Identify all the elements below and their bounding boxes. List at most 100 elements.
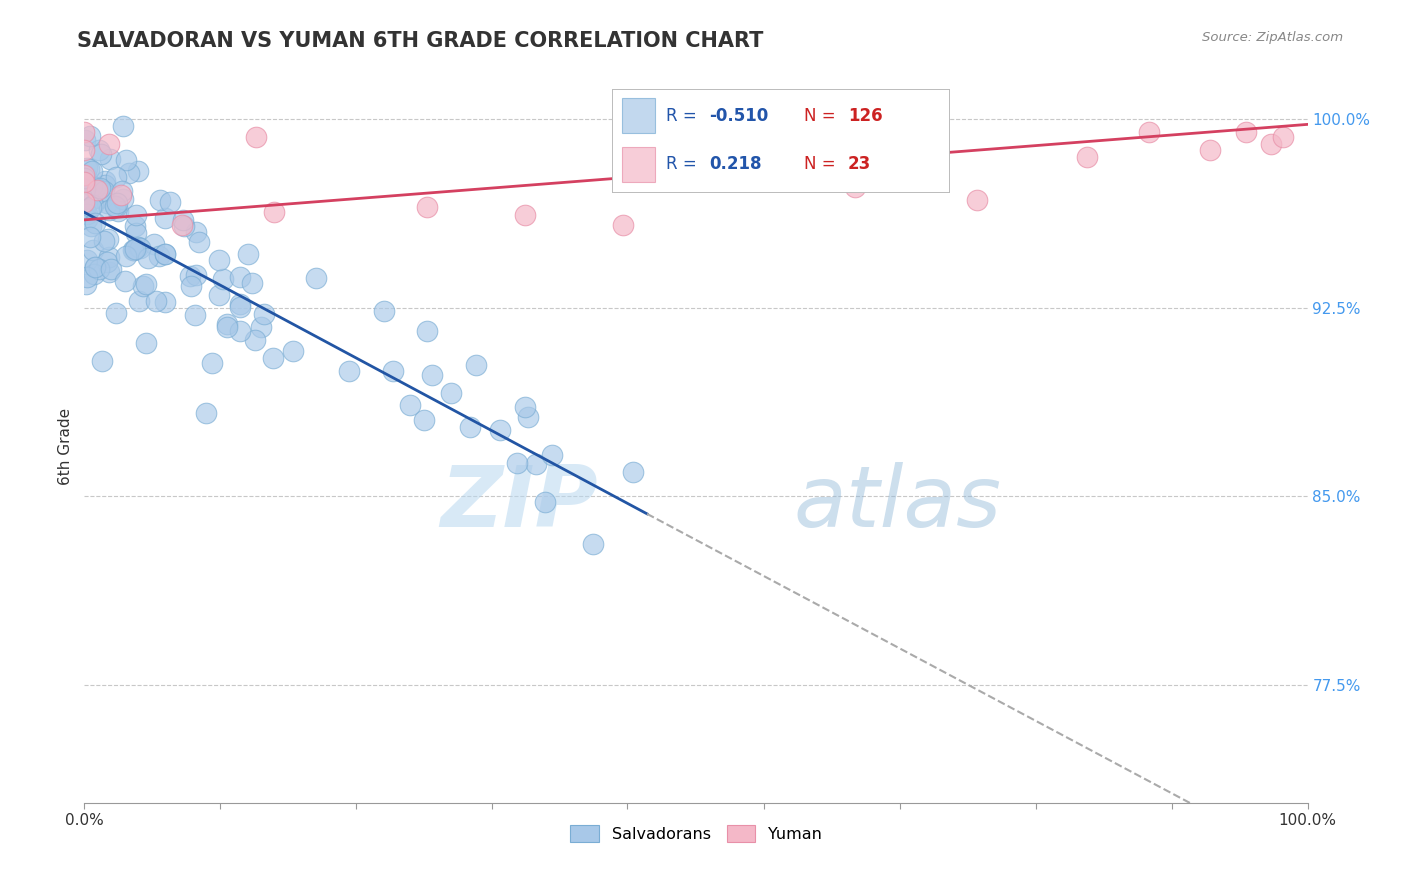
Point [76, 212, 98, 227]
Point [97, 232, 120, 246]
Text: Source: ZipAtlas.com: Source: ZipAtlas.com [1202, 31, 1343, 45]
Point [541, 448, 564, 462]
Point [458, 420, 481, 434]
Point [76, 252, 98, 267]
Point [534, 495, 557, 509]
Text: ZIP: ZIP [440, 461, 598, 545]
Point [73, 143, 96, 157]
Point [75, 202, 97, 216]
Point [420, 368, 443, 383]
Point [262, 351, 284, 365]
Point [114, 274, 136, 288]
Point [97, 137, 120, 152]
Point [84, 180, 107, 194]
Point [73, 195, 96, 210]
Point [100, 261, 122, 276]
Point [129, 241, 152, 255]
Text: R =: R = [665, 107, 702, 125]
Point [240, 276, 263, 290]
Point [104, 200, 127, 214]
Point [135, 336, 157, 351]
Point [195, 406, 218, 420]
Point [621, 465, 644, 479]
Point [93, 184, 115, 198]
Point [135, 277, 157, 292]
Point [517, 409, 540, 424]
Point [149, 194, 172, 208]
Point [513, 400, 536, 414]
Point [90, 354, 112, 368]
Point [513, 208, 536, 222]
Point [1076, 150, 1098, 164]
Point [1272, 130, 1295, 145]
Point [75, 169, 97, 183]
Point [250, 320, 273, 334]
Point [73, 175, 96, 189]
Point [582, 537, 605, 551]
Point [416, 324, 439, 338]
Point [76, 269, 98, 284]
Point [83, 267, 105, 281]
Point [96, 195, 118, 210]
Point [80, 179, 103, 194]
Text: SALVADORAN VS YUMAN 6TH GRADE CORRELATION CHART: SALVADORAN VS YUMAN 6TH GRADE CORRELATIO… [77, 31, 763, 51]
Point [173, 219, 195, 234]
Point [94, 174, 117, 188]
Bar [621, 146, 655, 181]
Point [381, 364, 404, 378]
Text: R =: R = [665, 155, 702, 173]
Point [127, 163, 149, 178]
Point [104, 199, 127, 213]
Text: 0.218: 0.218 [710, 155, 762, 173]
Point [98, 152, 121, 166]
Point [127, 240, 149, 254]
Point [337, 364, 360, 378]
Point [97, 203, 120, 218]
Point [612, 218, 634, 232]
Point [1198, 143, 1220, 157]
Point [747, 168, 769, 182]
Point [89, 180, 111, 194]
Point [73, 133, 96, 147]
Point [148, 249, 170, 263]
Point [90, 147, 112, 161]
Point [80, 219, 103, 233]
Point [80, 200, 103, 214]
Point [184, 309, 207, 323]
Point [489, 423, 512, 437]
Point [1137, 125, 1160, 139]
Point [1236, 125, 1258, 139]
Point [77, 162, 100, 177]
Point [94, 178, 117, 193]
Point [73, 170, 96, 185]
Point [73, 168, 96, 182]
Point [84, 216, 107, 230]
Point [114, 249, 136, 263]
Point [105, 169, 128, 184]
Point [159, 194, 181, 209]
Y-axis label: 6th Grade: 6th Grade [58, 408, 73, 484]
Point [79, 128, 101, 143]
Point [506, 456, 529, 470]
Point [96, 255, 118, 269]
Point [76, 206, 98, 220]
Point [111, 192, 134, 206]
Point [124, 242, 146, 256]
Text: N =: N = [804, 107, 841, 125]
Point [89, 191, 111, 205]
Text: N =: N = [804, 155, 841, 173]
Text: -0.510: -0.510 [710, 107, 769, 125]
Point [245, 130, 267, 145]
Point [111, 185, 134, 199]
Point [84, 260, 107, 275]
Point [155, 294, 177, 309]
Point [118, 166, 141, 180]
Point [80, 164, 103, 178]
Point [966, 193, 988, 207]
Point [131, 278, 153, 293]
Point [155, 247, 177, 261]
Point [1260, 137, 1282, 152]
Point [184, 268, 207, 282]
Point [75, 277, 97, 292]
Point [212, 272, 235, 286]
